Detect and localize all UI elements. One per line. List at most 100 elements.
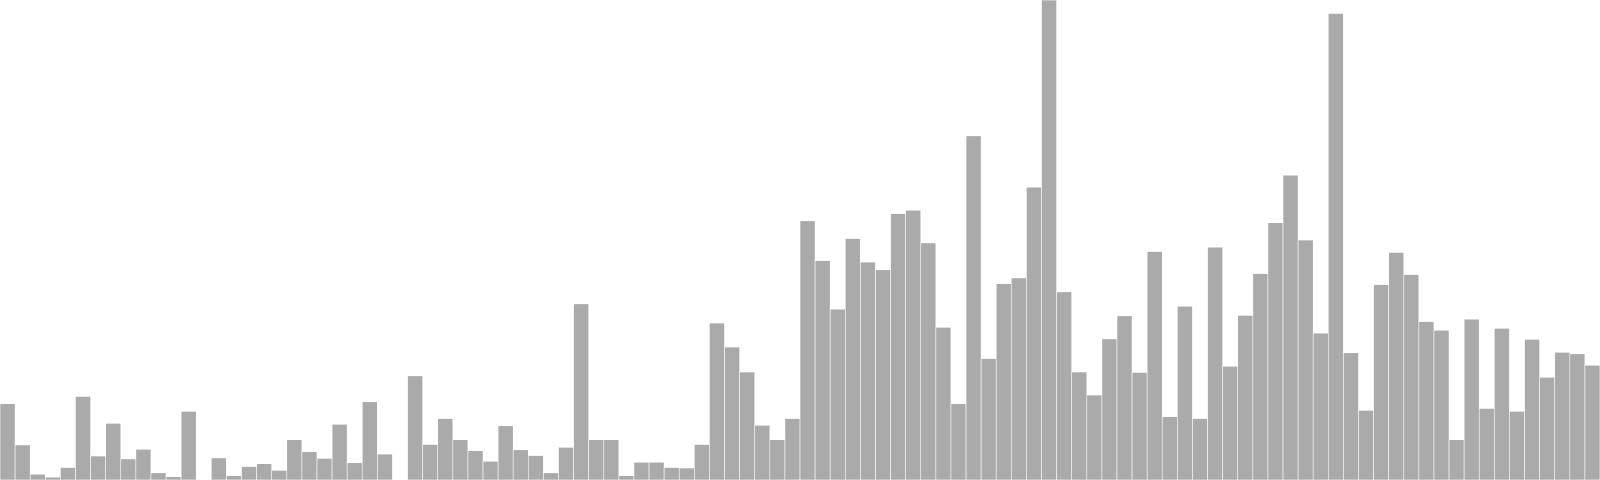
- bar-29: [437, 418, 454, 480]
- bar-6: [90, 455, 106, 480]
- bar-43: [648, 461, 665, 480]
- bar-4: [60, 467, 76, 480]
- bar-98: [1478, 408, 1495, 480]
- bar-69: [1041, 0, 1057, 480]
- bar-78: [1177, 305, 1193, 480]
- bar-83: [1252, 273, 1269, 480]
- bar-68: [1026, 186, 1042, 480]
- bar-81: [1222, 365, 1239, 480]
- bar-76: [1146, 251, 1163, 480]
- bar-27: [407, 375, 423, 480]
- bar-11: [165, 476, 182, 480]
- bar-35: [527, 455, 544, 480]
- bar-21: [316, 458, 333, 480]
- bar-1: [14, 444, 31, 480]
- bar-44: [663, 467, 680, 480]
- bar-28: [422, 444, 439, 480]
- bar-70: [1056, 291, 1072, 480]
- bar-95: [1433, 329, 1450, 480]
- bar-55: [829, 308, 846, 480]
- bar-47: [709, 322, 725, 480]
- bar-77: [1161, 416, 1178, 480]
- bar-51: [769, 439, 786, 480]
- bar-89: [1343, 352, 1359, 480]
- bar-90: [1358, 410, 1374, 480]
- bar-53: [799, 220, 816, 480]
- bar-73: [1101, 338, 1118, 480]
- bar-101: [1524, 339, 1540, 480]
- bar-96: [1448, 439, 1465, 480]
- bar-15: [226, 475, 242, 480]
- bar-82: [1237, 315, 1254, 480]
- bar-34: [512, 449, 529, 480]
- bar-93: [1403, 274, 1420, 480]
- bar-57: [860, 261, 876, 480]
- bar-86: [1297, 239, 1314, 480]
- bar-0: [0, 403, 16, 480]
- bar-75: [1131, 372, 1148, 480]
- bar-60: [905, 209, 922, 480]
- bar-40: [603, 439, 620, 480]
- bar-20: [301, 451, 318, 480]
- bar-74: [1116, 315, 1133, 480]
- bar-10: [150, 472, 167, 480]
- bar-22: [331, 424, 348, 480]
- bar-12: [180, 411, 197, 480]
- bar-16: [241, 466, 257, 480]
- bar-23: [346, 462, 363, 480]
- bar-94: [1418, 321, 1435, 480]
- bar-33: [497, 425, 514, 480]
- bar-91: [1373, 284, 1389, 480]
- bar-63: [950, 403, 967, 480]
- bar-36: [543, 472, 559, 480]
- bar-5: [75, 396, 91, 480]
- bar-85: [1282, 174, 1299, 480]
- bar-45: [678, 467, 695, 480]
- bar-105: [1584, 364, 1600, 480]
- bar-100: [1509, 411, 1525, 480]
- bar-103: [1554, 352, 1571, 480]
- bar-46: [694, 444, 710, 480]
- bar-79: [1192, 418, 1208, 480]
- bar-87: [1312, 332, 1329, 480]
- bar-25: [377, 453, 393, 480]
- bar-72: [1086, 394, 1103, 480]
- bar-71: [1071, 371, 1088, 480]
- bar-64: [965, 135, 982, 480]
- bar-58: [875, 269, 891, 480]
- bar-38: [573, 303, 589, 480]
- bar-39: [588, 439, 605, 480]
- bar-31: [467, 450, 484, 480]
- bar-80: [1207, 246, 1223, 480]
- bar-62: [935, 327, 952, 480]
- bar-102: [1539, 376, 1556, 480]
- bar-42: [633, 461, 650, 480]
- bar-104: [1569, 353, 1586, 480]
- bar-88: [1328, 13, 1344, 480]
- bar-92: [1388, 252, 1405, 480]
- bar-61: [920, 242, 937, 480]
- bar-24: [361, 401, 378, 480]
- bar-67: [1011, 277, 1027, 480]
- bar-32: [482, 460, 499, 480]
- bar-14: [211, 457, 227, 480]
- bar-49: [739, 371, 756, 480]
- bar-2: [29, 473, 46, 480]
- bar-52: [784, 418, 801, 480]
- bar-99: [1494, 328, 1510, 480]
- bar-9: [135, 448, 152, 480]
- bar-41: [618, 475, 635, 480]
- bar-18: [271, 470, 288, 480]
- bar-30: [452, 439, 469, 480]
- bar-54: [814, 260, 831, 480]
- bar-59: [890, 213, 906, 480]
- bar-65: [980, 358, 997, 480]
- bar-56: [844, 238, 861, 480]
- bar-7: [105, 423, 122, 480]
- bar-84: [1267, 222, 1284, 480]
- bar-66: [995, 283, 1012, 480]
- bar-50: [754, 424, 771, 480]
- bar-97: [1463, 318, 1480, 480]
